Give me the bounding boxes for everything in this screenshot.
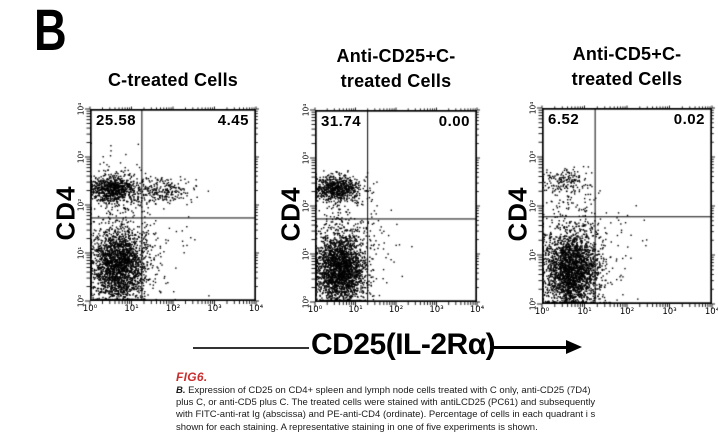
y-tick-label: 10⁰: [528, 297, 538, 311]
x-tick-label: 10³: [429, 305, 444, 315]
y-axis-label: CD4: [50, 185, 81, 241]
plot-title-line: C-treated Cells: [107, 70, 239, 90]
caption-line: plus C, or anti-CD5 plus C. The treated …: [176, 397, 596, 409]
y-axis-label: CD4: [502, 186, 533, 242]
y-tick-label: 10⁰: [301, 295, 311, 309]
y-tick-label: 10¹: [528, 248, 538, 262]
quadrant-pct-upper-right: 0.00: [438, 113, 470, 130]
figure-reference: FIG6.: [176, 370, 208, 384]
caption-line: shown for each staining. A representativ…: [176, 421, 538, 433]
x-tick-label: 10¹: [348, 305, 363, 315]
x-tick-label: 10²: [388, 305, 404, 315]
y-tick-label: 10⁴: [301, 103, 311, 117]
x-tick-label: 10⁰: [82, 304, 98, 314]
x-tick-label: 10⁴: [248, 304, 264, 314]
quadrant-pct-upper-right: 0.02: [673, 111, 705, 128]
figure-label-b: B: [34, 0, 67, 63]
quadrant-pct-upper-left: 25.58: [96, 112, 137, 129]
y-tick-label: 10¹: [76, 246, 86, 260]
y-axis-label: CD4: [275, 186, 306, 242]
quadrant-pct-upper-right: 4.45: [217, 112, 249, 129]
x-tick-label: 10²: [619, 307, 635, 317]
y-tick-label: 10²: [76, 198, 86, 212]
flow-plot-anti-cd25: Anti-CD25+C- treated Cells CD4 31.74 0.0…: [276, 46, 485, 315]
caption-line: with FITC-anti-rat Ig (abscissa) and PE-…: [176, 409, 596, 421]
x-tick-label: 10³: [207, 304, 222, 314]
x-tick-label: 10¹: [124, 304, 139, 314]
y-tick-label: 10²: [301, 199, 311, 213]
x-tick-label: 10⁴: [469, 305, 485, 315]
x-tick-label: 10¹: [577, 307, 592, 317]
scatter-canvas: [532, 105, 716, 316]
figure-caption: FIG6. B. Expression of CD25 on CD4+ sple…: [176, 370, 621, 434]
caption-text: Expression of CD25 on CD4+ spleen and ly…: [188, 385, 591, 396]
x-tick-label: 10⁰: [307, 305, 323, 315]
x-axis-leader-line: [193, 347, 309, 349]
x-tick-label: 10⁰: [534, 307, 550, 317]
y-tick-label: 10⁰: [76, 294, 86, 308]
x-tick-label: 10⁴: [704, 307, 718, 317]
plot-title: Anti-CD25+C- treated Cells: [337, 44, 456, 94]
quadrant-pct-upper-left: 6.52: [548, 111, 580, 128]
x-tick-label: 10²: [165, 304, 181, 314]
scatter-canvas: [80, 106, 260, 313]
scatter-canvas: [305, 107, 481, 314]
y-tick-label: 10³: [76, 150, 86, 164]
x-tick-label: 10³: [662, 307, 677, 317]
y-tick-label: 10³: [301, 151, 311, 165]
y-tick-label: 10⁴: [76, 102, 86, 116]
x-axis-arrow-shaft: [494, 346, 568, 349]
y-tick-label: 10¹: [301, 247, 311, 261]
plot-title-line: Anti-CD25+C-: [336, 46, 456, 66]
plot-title-line: treated Cells: [340, 71, 452, 91]
plot-title: Anti-CD5+C- treated Cells: [572, 42, 683, 92]
plot-title-line: treated Cells: [571, 69, 683, 89]
y-tick-label: 10²: [528, 199, 538, 213]
x-axis-label: CD25(IL-2Rα): [311, 328, 496, 361]
plot-title-line: Anti-CD5+C-: [572, 44, 682, 64]
caption-panel-prefix: B.: [176, 385, 186, 396]
caption-line: B. Expression of CD25 on CD4+ spleen and…: [176, 385, 621, 397]
right-arrow-icon: [566, 340, 582, 354]
flow-plot-anti-cd5: Anti-CD5+C- treated Cells CD4 6.52 0.02 …: [503, 44, 718, 317]
y-tick-label: 10⁴: [528, 101, 538, 115]
flow-plot-c-treated: C-treated Cells CD4 25.58 4.45 10⁰ 10⁰ 10¹…: [51, 70, 264, 314]
y-tick-label: 10³: [528, 150, 538, 164]
quadrant-pct-upper-left: 31.74: [321, 113, 362, 130]
plot-title: C-treated Cells: [108, 68, 238, 93]
